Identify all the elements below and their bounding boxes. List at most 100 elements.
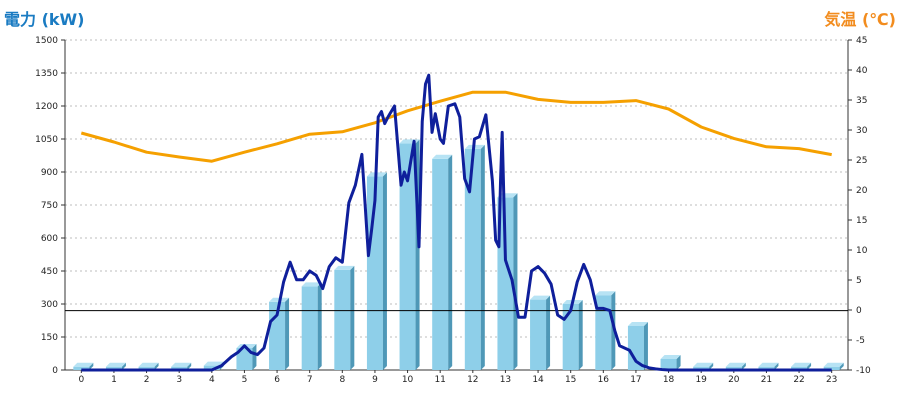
x-tick-label: 0 bbox=[78, 375, 84, 385]
right-tick-label: 0 bbox=[856, 306, 862, 316]
bar bbox=[693, 366, 710, 370]
x-tick-label: 15 bbox=[565, 375, 576, 385]
left-tick-label: 450 bbox=[41, 267, 58, 277]
right-tick-label: 15 bbox=[856, 216, 867, 226]
right-tick-label: -5 bbox=[856, 336, 865, 346]
x-tick-label: 3 bbox=[176, 375, 182, 385]
bar bbox=[301, 286, 318, 370]
bar-side bbox=[89, 362, 94, 370]
bar-top bbox=[693, 362, 714, 367]
bar-side bbox=[741, 362, 746, 370]
right-tick-label: 30 bbox=[856, 126, 868, 136]
bar-side bbox=[350, 265, 355, 370]
right-tick-label: 45 bbox=[856, 36, 867, 46]
left-tick-label: 600 bbox=[41, 234, 58, 244]
bar-side bbox=[480, 144, 485, 370]
x-tick-label: 8 bbox=[339, 375, 345, 385]
bar-side bbox=[709, 362, 714, 370]
left-tick-label: 1500 bbox=[35, 36, 58, 46]
x-tick-label: 22 bbox=[793, 375, 804, 385]
left-tick-label: 900 bbox=[41, 168, 58, 178]
bar bbox=[464, 148, 481, 370]
bar-top bbox=[530, 295, 551, 300]
x-tick-label: 21 bbox=[761, 375, 772, 385]
bar-side bbox=[448, 154, 453, 370]
left-tick-label: 1200 bbox=[35, 102, 58, 112]
bar bbox=[105, 366, 122, 370]
bar-side bbox=[546, 295, 551, 370]
x-tick-label: 11 bbox=[434, 375, 445, 385]
bar bbox=[497, 197, 514, 370]
bar-side bbox=[154, 362, 159, 370]
bar-side bbox=[807, 362, 812, 370]
x-tick-label: 23 bbox=[826, 375, 837, 385]
right-tick-label: 35 bbox=[856, 96, 867, 106]
left-tick-label: 0 bbox=[52, 366, 58, 376]
x-tick-label: 17 bbox=[630, 375, 641, 385]
bar-top bbox=[791, 362, 812, 367]
bar bbox=[758, 366, 775, 370]
right-tick-label: -10 bbox=[856, 366, 871, 376]
bar-side bbox=[252, 344, 257, 370]
right-tick-label: 5 bbox=[856, 276, 862, 286]
bar bbox=[399, 143, 416, 370]
bar bbox=[627, 326, 644, 370]
bar-side bbox=[643, 322, 648, 370]
bar bbox=[171, 366, 188, 370]
bar bbox=[203, 365, 220, 370]
bar-top bbox=[627, 322, 648, 326]
bar-side bbox=[121, 362, 126, 370]
bar-side bbox=[578, 300, 583, 370]
bar bbox=[236, 348, 253, 370]
left-tick-label: 300 bbox=[41, 300, 58, 310]
bar-top bbox=[171, 362, 192, 367]
bar-top bbox=[595, 291, 616, 296]
bar-side bbox=[676, 355, 681, 370]
left-tick-label: 1350 bbox=[35, 69, 58, 79]
right-axis-title: 気温 (℃) bbox=[824, 10, 896, 29]
bar bbox=[562, 304, 579, 370]
x-tick-label: 2 bbox=[144, 375, 150, 385]
bar bbox=[432, 158, 449, 370]
bar-side bbox=[513, 193, 518, 370]
bar-side bbox=[839, 362, 844, 370]
x-tick-label: 5 bbox=[242, 375, 248, 385]
x-tick-label: 12 bbox=[467, 375, 478, 385]
x-tick-label: 1 bbox=[111, 375, 117, 385]
bar bbox=[595, 295, 612, 370]
bar-side bbox=[187, 362, 192, 370]
x-tick-label: 18 bbox=[663, 375, 675, 385]
bar bbox=[660, 359, 677, 370]
bar-top bbox=[138, 362, 159, 367]
x-tick-label: 4 bbox=[209, 375, 215, 385]
temperature-line bbox=[80, 90, 832, 163]
x-tick-label: 6 bbox=[274, 375, 280, 385]
bar-side bbox=[774, 362, 779, 370]
bar-top bbox=[73, 362, 94, 367]
bar bbox=[725, 366, 742, 370]
bar bbox=[73, 366, 90, 370]
bar-top bbox=[432, 154, 453, 159]
bar-top bbox=[203, 361, 224, 366]
x-tick-label: 20 bbox=[728, 375, 740, 385]
bar bbox=[138, 366, 155, 370]
right-tick-label: 20 bbox=[856, 186, 868, 196]
bar-side bbox=[382, 172, 387, 370]
bar-side bbox=[285, 297, 290, 370]
left-axis-title: 電力 (kW) bbox=[4, 10, 85, 29]
right-tick-label: 25 bbox=[856, 156, 867, 166]
bar-top bbox=[334, 265, 355, 270]
x-tick-label: 19 bbox=[695, 375, 707, 385]
right-tick-label: 10 bbox=[856, 246, 868, 256]
bar-top bbox=[105, 362, 126, 367]
bar-side bbox=[317, 282, 322, 370]
left-tick-label: 150 bbox=[41, 333, 58, 343]
left-tick-label: 1050 bbox=[35, 135, 58, 145]
x-tick-label: 9 bbox=[372, 375, 378, 385]
bar bbox=[823, 366, 840, 370]
bar-top bbox=[758, 362, 779, 367]
right-tick-label: 40 bbox=[856, 66, 868, 76]
x-tick-label: 16 bbox=[598, 375, 610, 385]
bar-top bbox=[301, 282, 322, 287]
